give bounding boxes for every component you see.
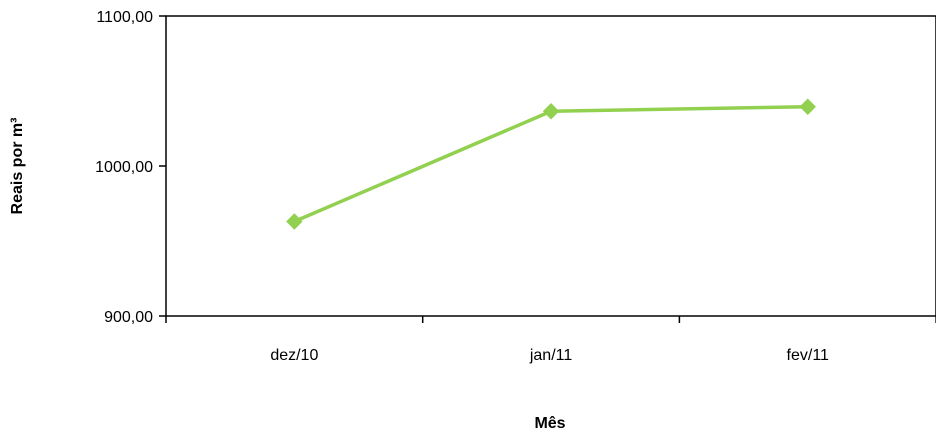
y-tick-label: 1000,00 [95, 159, 153, 176]
data-point-marker [286, 213, 303, 230]
x-tick-label: fev/11 [787, 347, 830, 364]
data-point-marker [799, 98, 816, 115]
data-point-marker [542, 103, 560, 120]
y-axis-ticks: 900,00 1000,00 1100,00 [95, 9, 166, 326]
x-axis-title: Mês [534, 415, 565, 432]
plot-area [165, 15, 936, 317]
y-axis-title: Reais por m³ [9, 118, 26, 215]
series-layer [286, 98, 816, 230]
x-axis-ticks: dez/10 jan/11 fev/11 [165, 316, 936, 364]
x-tick-label: jan/11 [529, 347, 573, 364]
y-tick-label: 900,00 [104, 309, 153, 326]
y-tick-label: 1100,00 [96, 9, 153, 26]
x-tick-label: dez/10 [270, 347, 318, 364]
